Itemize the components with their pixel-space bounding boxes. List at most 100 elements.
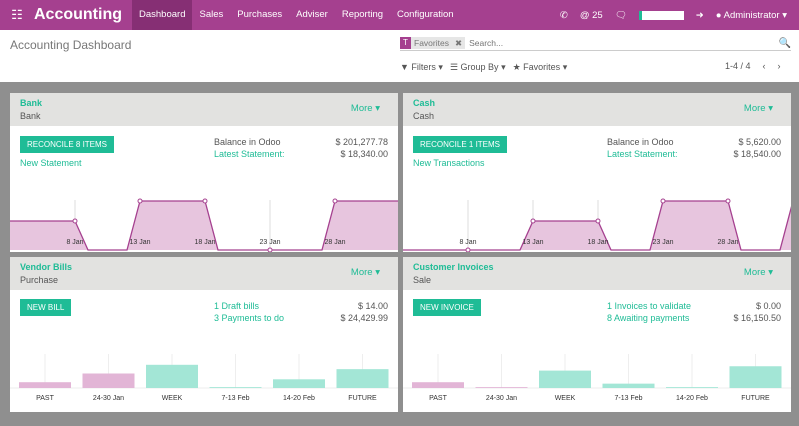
summary-value-2: $ 16,150.50 [733,313,781,323]
main-menu: Dashboard Sales Purchases Adviser Report… [132,0,461,30]
chat-icon[interactable]: 🗨 [614,9,627,21]
phone-icon[interactable]: ✆ [559,9,568,21]
card-chart: 8 Jan 13 Jan 18 Jan 23 Jan 28 Jan [403,198,791,252]
bar [475,387,528,388]
menu-purchases[interactable]: Purchases [237,9,283,20]
category-label: 7-13 Feb [614,395,642,402]
tick-label: 23 Jan [259,239,280,246]
card-header: Vendor Bills Purchase More ▾ [10,257,398,290]
more-dropdown[interactable]: More ▾ [743,103,773,114]
more-label: More [350,103,373,114]
more-label: More [350,267,373,278]
category-label: PAST [429,395,447,402]
menu-configuration[interactable]: Configuration [397,9,454,20]
journal-name[interactable]: Cash [413,98,436,108]
primary-action-button[interactable]: NEW INVOICE [413,299,481,316]
search-input[interactable] [469,38,779,48]
summary-value-2: $ 18,340.00 [340,149,388,159]
secondary-link[interactable]: New Statement [20,158,82,168]
data-point [530,218,536,224]
journal-name[interactable]: Bank [20,98,43,108]
remove-facet-icon[interactable]: ✖ [454,37,463,48]
summary-label-2[interactable]: Latest Statement: [214,149,285,159]
pager-next[interactable]: › [777,61,781,71]
summary-label-2[interactable]: Latest Statement: [607,149,678,159]
summary-label-2[interactable]: 8 Awaiting payments [607,313,690,323]
pager-prev[interactable]: ‹ [762,61,766,71]
filters-dropdown[interactable]: ▼ Filters ▾ [400,62,443,72]
bar [412,382,464,388]
data-point [725,198,731,204]
tick-label: 28 Jan [717,239,738,246]
category-label: 24-30 Jan [486,395,517,402]
more-dropdown[interactable]: More ▾ [743,267,773,278]
tick-label: 23 Jan [652,239,673,246]
journal-type: Purchase [20,275,59,285]
card-header: Bank Bank More ▾ [10,93,398,126]
bar [273,379,325,388]
bar [539,370,591,388]
series-line [10,200,398,251]
primary-action-button[interactable]: RECONCILE 1 ITEMS [413,136,508,153]
category-label: 14-20 Feb [676,395,708,402]
menu-sales[interactable]: Sales [199,9,224,20]
favorites-label: Favorites [523,62,561,72]
more-label: More [743,103,766,114]
journal-card-cash: Cash Cash More ▾ RECONCILE 1 ITEMS New Tr… [403,93,791,252]
tick-label: 13 Jan [522,239,543,246]
tick-label: 8 Jan [66,239,83,246]
summary-value-1: $ 201,277.78 [335,137,388,147]
journal-name[interactable]: Vendor Bills [20,262,73,272]
summary-label-1[interactable]: 1 Draft bills [214,301,260,311]
more-dropdown[interactable]: More ▾ [350,267,380,278]
messages-counter[interactable]: @ 25 [579,9,603,21]
secondary-link[interactable]: New Transactions [413,158,485,168]
logout-icon[interactable]: ➜ [695,9,704,21]
more-dropdown[interactable]: More ▾ [350,103,380,114]
tick-label: 18 Jan [587,239,608,246]
apps-menu-icon[interactable]: ☷ [11,7,23,22]
summary-label-1[interactable]: 1 Invoices to validate [607,301,692,311]
favorites-dropdown[interactable]: ★ Favorites ▾ [512,62,568,72]
groupby-dropdown[interactable]: ☰ Group By ▾ [449,62,506,72]
summary-value-2: $ 24,429.99 [340,313,388,323]
bar [729,366,782,388]
card-header: Customer Invoices Sale More ▾ [403,257,791,290]
summary-value-1: $ 14.00 [357,301,388,311]
menu-adviser[interactable]: Adviser [296,9,328,20]
summary-label-1: Balance in Odoo [214,137,281,147]
data-point [72,218,78,224]
primary-action-button[interactable]: NEW BILL [20,299,72,316]
pager-value: 1-4 / 4 [725,61,751,71]
search-icon[interactable]: 🔍 [778,37,791,49]
bar [602,383,655,388]
bar [209,387,262,388]
card-header: Cash Cash More ▾ [403,93,791,126]
bar [146,364,198,388]
user-menu[interactable]: ● Administrator ▾ [715,9,787,21]
area-fill [10,201,398,250]
search-facet[interactable]: T Favorites ✖ [400,37,466,49]
tick-label: 8 Jan [459,239,476,246]
primary-action-button[interactable]: RECONCILE 8 ITEMS [20,136,115,153]
category-label: FUTURE [741,395,770,402]
tick-label: 18 Jan [194,239,215,246]
tick-label: 13 Jan [129,239,150,246]
page-title: Accounting Dashboard [10,38,132,52]
category-label: 14-20 Feb [283,395,315,402]
menu-reporting[interactable]: Reporting [341,9,384,20]
menu-dashboard[interactable]: Dashboard [132,0,193,30]
category-label: 7-13 Feb [221,395,249,402]
bar [666,387,718,388]
data-point [465,247,471,252]
data-point [660,198,666,204]
summary-label-2[interactable]: 3 Payments to do [214,313,285,323]
bar [336,369,389,388]
journal-name[interactable]: Customer Invoices [413,262,494,272]
user-name: Administrator [723,9,780,21]
category-label: PAST [36,395,54,402]
area-fill [403,201,791,250]
summary-value-1: $ 5,620.00 [738,137,781,147]
facet-label: Favorites [414,38,449,48]
